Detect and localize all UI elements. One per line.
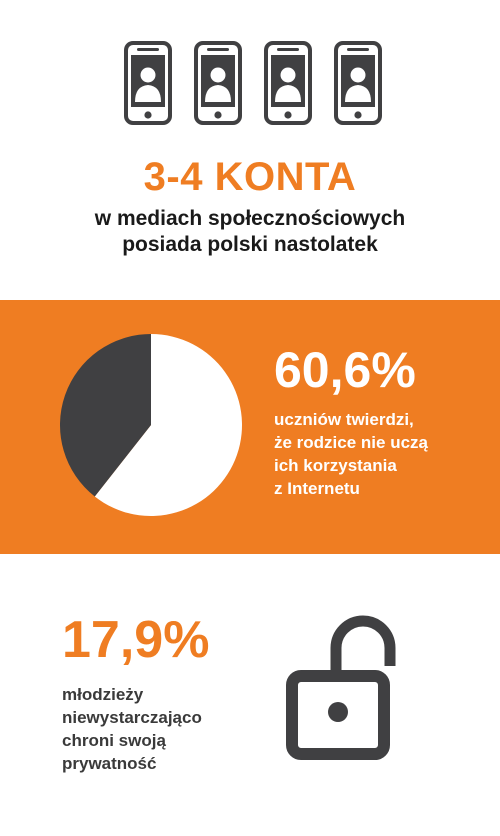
band-stat-value: 60,6% bbox=[274, 342, 416, 398]
bottom-stat-value: 17,9% bbox=[62, 611, 210, 669]
smartphone-user-icon bbox=[124, 41, 172, 125]
pie-slice-1 bbox=[60, 334, 151, 497]
bottom-caption-line: chroni swoją bbox=[62, 731, 166, 750]
headline: 3-4 KONTA bbox=[143, 155, 357, 199]
bottom-caption-line: prywatność bbox=[62, 754, 157, 773]
subheadline-line-1: w mediach społecznościowych bbox=[94, 207, 406, 230]
band-caption-line: z Internetu bbox=[274, 479, 360, 498]
smartphone-user-icon bbox=[264, 41, 312, 125]
band-caption-line: uczniów twierdzi, bbox=[274, 410, 414, 429]
smartphone-user-icon bbox=[334, 41, 382, 125]
band-caption-line: że rodzice nie uczą bbox=[274, 433, 428, 452]
bottom-stat-caption: młodzieży niewystarczająco chroni swoją … bbox=[62, 683, 262, 775]
bottom-caption-line: niewystarczająco bbox=[62, 708, 202, 727]
pie-chart bbox=[60, 334, 242, 516]
bottom-caption-line: młodzieży bbox=[62, 685, 144, 704]
smartphone-user-icon bbox=[194, 41, 242, 125]
stat-band: 60,6% uczniów twierdzi, że rodzice nie u… bbox=[0, 300, 500, 554]
subheadline: w mediach społecznościowych posiada pols… bbox=[0, 206, 500, 258]
subheadline-line-2: posiada polski nastolatek bbox=[122, 233, 378, 256]
band-caption-line: ich korzystania bbox=[274, 456, 397, 475]
pie-slice-0 bbox=[94, 334, 242, 516]
phone-icons-row bbox=[123, 40, 383, 126]
band-stat-caption: uczniów twierdzi, że rodzice nie uczą ic… bbox=[274, 408, 474, 500]
unlocked-padlock-icon bbox=[286, 615, 396, 760]
